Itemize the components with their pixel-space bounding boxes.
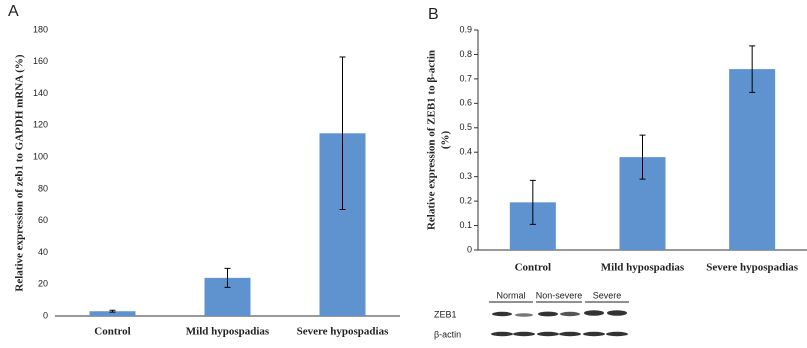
y-tick-label: 40 — [38, 247, 48, 257]
y-axis-label: Relative expression of zeb1 to GAPDH mRN… — [14, 54, 26, 292]
figure: A Relative expression of zeb1 to GAPDH mR… — [0, 0, 807, 348]
y-tick-label: 140 — [33, 88, 48, 98]
y-tick-label: 0.6 — [459, 98, 472, 108]
y-tick-label: 80 — [38, 183, 48, 193]
y-tick-label: 160 — [33, 56, 48, 66]
y-tick-label: 60 — [38, 215, 48, 225]
x-tick-label: Severe hypospadias — [706, 262, 799, 274]
y-tick-label: 0 — [43, 310, 48, 320]
y-tick-label: 180 — [33, 24, 48, 34]
y-tick-label: 0.8 — [459, 49, 472, 59]
panel-label: B — [428, 6, 439, 23]
x-tick-label: Mild hypospadias — [186, 326, 270, 338]
y-tick-label: 120 — [33, 120, 48, 130]
blot-group-label: Severe — [593, 290, 622, 300]
y-axis-label: (%) — [440, 131, 452, 150]
panel-label: A — [8, 3, 19, 20]
blot-group-label: Normal — [496, 290, 525, 300]
blot-row-label: β-actin — [434, 329, 461, 339]
blot-bands — [489, 302, 629, 336]
y-tick-label: 0.7 — [459, 73, 472, 83]
y-axis-label: Relative expression of ZEB1 to β-actin — [426, 50, 438, 230]
x-tick-label: Mild hypospadias — [601, 262, 685, 274]
x-tick-label: Control — [94, 326, 130, 338]
y-tick-label: 0.4 — [459, 147, 472, 157]
y-tick-label: 0.2 — [459, 195, 472, 205]
y-tick-label: 0.3 — [459, 171, 472, 181]
y-tick-label: 0.9 — [459, 24, 472, 34]
y-tick-label: 20 — [38, 279, 48, 289]
y-tick-label: 0.1 — [459, 220, 472, 230]
y-tick-label: 0.5 — [459, 122, 472, 132]
blot-row-label: ZEB1 — [434, 309, 457, 319]
blot-group-label: Non-severe — [536, 290, 583, 300]
x-tick-label: Control — [515, 262, 551, 274]
bar — [729, 69, 775, 250]
y-tick-label: 100 — [33, 151, 48, 161]
x-tick-label: Severe hypospadias — [297, 326, 390, 338]
y-tick-label: 0 — [467, 244, 472, 254]
